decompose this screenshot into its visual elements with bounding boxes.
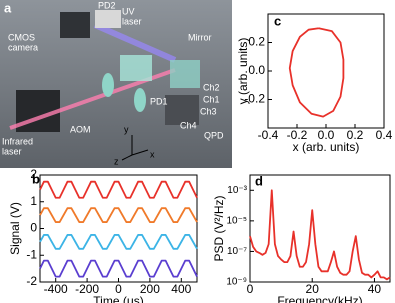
illustration-label: camera	[8, 42, 38, 52]
illustration-label: Infrared	[2, 136, 33, 146]
illustration-label: Mirror	[188, 32, 212, 42]
x-axis-label: Frequency(kHz)	[277, 294, 362, 303]
data-line	[39, 259, 198, 278]
y-tick-label: 2	[30, 167, 37, 181]
illustration-label: PD1	[150, 96, 168, 106]
y-tick-label: 10⁻⁷	[227, 246, 247, 257]
y-tick-label: 1	[30, 194, 37, 208]
x-tick-label: 40	[368, 282, 382, 296]
x-tick-label: 200	[140, 282, 160, 296]
axis-arrow	[131, 149, 149, 156]
illustration	[0, 0, 232, 168]
panel-label: d	[255, 173, 263, 188]
illustration-label: x	[150, 149, 155, 159]
panel-label: c	[274, 13, 281, 28]
cmos-camera	[60, 12, 90, 38]
x-tick-label: 0	[247, 282, 254, 296]
x-tick-label: -0.4	[258, 128, 279, 142]
illustration-label: z	[114, 156, 119, 166]
x-tick-label: 0	[115, 282, 122, 296]
x-tick-label: -0.2	[287, 128, 308, 142]
beam-splitter	[120, 55, 152, 81]
data-line	[39, 207, 198, 223]
y-tick-label: -0.2	[244, 92, 265, 106]
y-tick-label: 0.0	[248, 63, 265, 77]
y-axis-label: PSD (V²/Hz)	[212, 195, 226, 261]
x-tick-label: -200	[75, 282, 99, 296]
y-tick-label: 10⁻⁹	[226, 277, 247, 288]
lens	[134, 88, 146, 112]
y-tick-label: 10⁻³	[227, 185, 247, 196]
panel-label: b	[32, 171, 40, 186]
axis-arrow	[121, 154, 133, 161]
x-tick-label: 0.2	[347, 128, 364, 142]
uv-beam	[93, 22, 177, 63]
x-tick-label: 0.4	[376, 128, 393, 142]
y-tick-label: -2	[26, 274, 37, 288]
illustration-label: PD2	[98, 0, 116, 10]
x-tick-label: 0.0	[318, 128, 335, 142]
illustration-label: laser	[122, 16, 142, 26]
qpd	[165, 95, 199, 125]
illustration-label: Ch2	[203, 82, 220, 92]
x-tick-label: 400	[171, 282, 191, 296]
y-tick-label: 10⁻⁵	[226, 215, 247, 226]
data-line	[288, 27, 345, 118]
panel-label: a	[4, 0, 12, 15]
data-line	[39, 180, 198, 199]
y-tick-label: -1	[26, 247, 37, 261]
illustration-label: Ch3	[200, 106, 217, 116]
x-axis-label: Time (μs)	[93, 294, 143, 303]
y-axis-label: y (arb. units)	[236, 38, 250, 105]
pd2	[95, 10, 121, 28]
illustration-label: AOM	[70, 124, 91, 134]
illustration-label: laser	[2, 146, 22, 156]
x-tick-label: 20	[306, 282, 320, 296]
illustration-label: Ch4	[180, 120, 197, 130]
illustration-label: UV	[122, 6, 135, 16]
x-tick-label: -400	[44, 282, 68, 296]
data-line	[39, 234, 198, 250]
illustration-label: QPD	[204, 130, 224, 140]
plot-frame	[267, 13, 385, 129]
illustration-label: CMOS	[8, 32, 35, 42]
illustration-label: y	[124, 124, 129, 134]
lens	[102, 73, 114, 97]
plot-frame	[249, 174, 391, 283]
data-line	[249, 189, 391, 281]
y-axis-label: Signal (V)	[8, 202, 22, 255]
y-tick-label: 0.2	[248, 35, 265, 49]
y-tick-label: 0	[30, 221, 37, 235]
cube	[170, 60, 200, 88]
illustration-label: Ch1	[203, 94, 220, 104]
x-axis-label: x (arb. units)	[293, 140, 360, 154]
